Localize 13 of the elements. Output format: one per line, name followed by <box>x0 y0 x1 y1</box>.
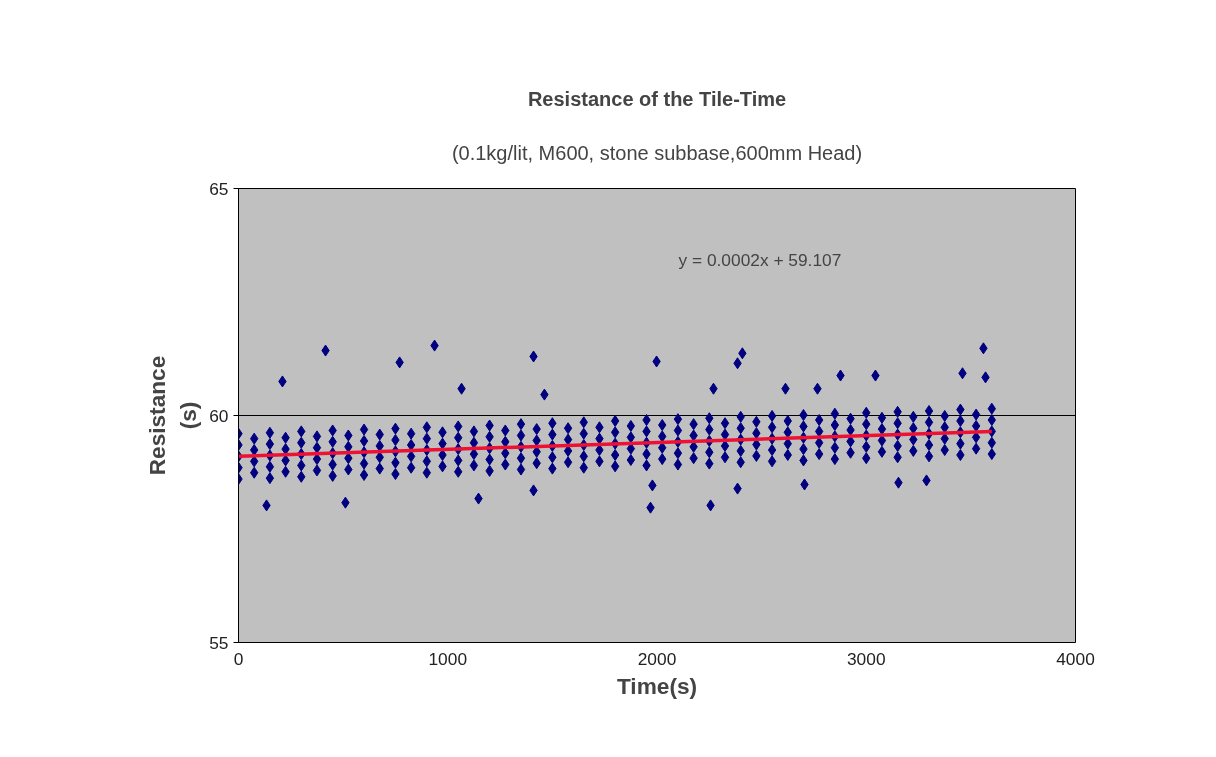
x-tick-label: 0 <box>233 648 244 669</box>
x-tick-label: 4000 <box>1056 648 1095 669</box>
y-tick-label: 55 <box>209 632 229 653</box>
annotation: y = 0.0002x + 59.107 <box>678 249 842 270</box>
x-tick-label: 2000 <box>637 648 677 669</box>
y-axis-title: Resistance (s) <box>144 355 202 476</box>
x-axis-title: Time(s) <box>616 672 698 699</box>
chart-subtitle: (0.1kg/lit, M600, stone subbase,600mm Head) <box>451 141 863 164</box>
x-tick-label: 3000 <box>846 648 886 669</box>
y-tick-label: 60 <box>209 405 229 426</box>
chart-title: Resistance of the Tile-Time <box>527 87 787 110</box>
y-tick-label: 65 <box>209 178 229 199</box>
x-tick-label: 1000 <box>428 648 468 669</box>
